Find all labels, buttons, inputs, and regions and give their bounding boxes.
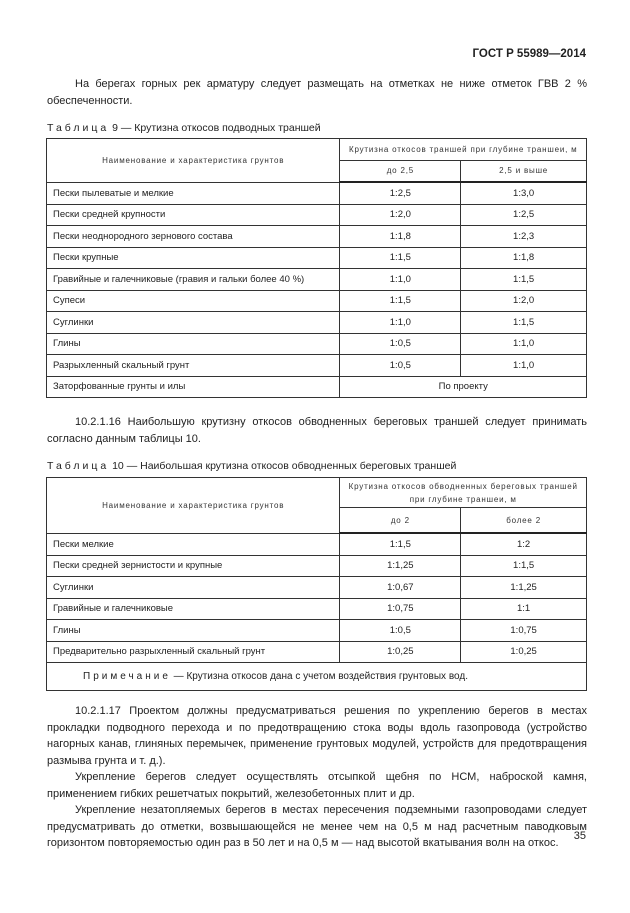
paragraph-text: Укрепление незатопляемых берегов в места… xyxy=(47,804,587,849)
cell: 1:1,5 xyxy=(460,554,587,577)
cell: 1:1,25 xyxy=(339,554,462,577)
caption-prefix: Таблица xyxy=(47,122,110,134)
table-row: Гравийные и галечниковые (гравия и гальк… xyxy=(45,268,587,291)
table-row: Супеси 1:1,5 1:2,0 xyxy=(45,289,587,312)
cell: 1:0,67 xyxy=(339,576,462,599)
document-header: ГОСТ Р 55989—2014 xyxy=(472,48,586,60)
cell: 1:0,25 xyxy=(460,640,587,663)
table-row: Заторфованные грунты и илы По проекту xyxy=(45,375,587,398)
cell: Разрыхленный скальный грунт xyxy=(45,354,341,377)
cell: 1:1,25 xyxy=(460,576,587,599)
cell: По проекту xyxy=(339,375,587,398)
cell: 1:1,5 xyxy=(339,246,462,269)
table-row: Пески пылеватые и мелкие 1:2,5 1:3,0 xyxy=(45,181,587,205)
cell: 1:2,5 xyxy=(339,181,462,205)
table-row: Гравийные и галечниковые 1:0,75 1:1 xyxy=(45,597,587,620)
col-header-sub: 2,5 и выше xyxy=(460,159,587,183)
caption-prefix: Таблица xyxy=(47,460,110,472)
cell: 1:2,0 xyxy=(460,289,587,312)
table10-caption: Таблица 10 — Наибольшая крутизна откосов… xyxy=(47,460,456,472)
caption-text: 9 — Крутизна откосов подводных траншей xyxy=(112,122,321,134)
table10: Наименование и характеристика грунтов Кру… xyxy=(45,477,587,691)
cell: Заторфованные грунты и илы xyxy=(45,375,341,398)
cell: 1:2,3 xyxy=(460,225,587,248)
cell: Гравийные и галечниковые xyxy=(45,597,341,620)
cell: 1:1,0 xyxy=(339,268,462,291)
paragraph-text: Укрепление берегов следует осуществлять … xyxy=(47,771,587,800)
cell: 1:2,0 xyxy=(339,203,462,226)
cell: 1:0,75 xyxy=(339,597,462,620)
cell: Пески средней крупности xyxy=(45,203,341,226)
intro-paragraph: На берегах горных рек арматуру следует р… xyxy=(47,76,587,109)
col-header-sub: до 2,5 xyxy=(339,159,462,183)
paragraph-text: На берегах горных рек арматуру следует р… xyxy=(47,78,587,107)
paragraph-text: 10.2.1.16 Наибольшую крутизну откосов об… xyxy=(47,416,587,445)
cell: 1:0,5 xyxy=(339,354,462,377)
table9: Наименование и характеристика грунтов Кру… xyxy=(45,138,587,398)
cell: Суглинки xyxy=(45,311,341,334)
col-header-name: Наименование и характеристика грунтов xyxy=(45,138,341,183)
note-text: — Крутизна откосов дана с учетом воздейс… xyxy=(173,671,468,682)
table-row: Глины 1:0,5 1:1,0 xyxy=(45,332,587,355)
cell: 1:1,0 xyxy=(460,332,587,355)
paragraph-10-2-1-16: 10.2.1.16 Наибольшую крутизну откосов об… xyxy=(47,414,587,447)
col-header-group: Крутизна откосов траншей при глубине тра… xyxy=(339,138,587,161)
cell: 1:3,0 xyxy=(460,181,587,205)
cell: 1:1,8 xyxy=(339,225,462,248)
cell: 1:0,75 xyxy=(460,619,587,642)
table-row: Разрыхленный скальный грунт 1:0,5 1:1,0 xyxy=(45,354,587,377)
col-header-group: Крутизна откосов обводненных береговых т… xyxy=(339,477,587,508)
cell: 1:1,8 xyxy=(460,246,587,269)
table-row: Пески крупные 1:1,5 1:1,8 xyxy=(45,246,587,269)
cell: 1:1,5 xyxy=(339,289,462,312)
cell: 1:0,25 xyxy=(339,640,462,663)
table-note-row: Примечание — Крутизна откосов дана с уче… xyxy=(46,662,587,691)
table-row: Суглинки 1:1,0 1:1,5 xyxy=(45,311,587,334)
table-row: Пески неоднородного зернового состава 1:1… xyxy=(45,225,587,248)
cell: 1:2,5 xyxy=(460,203,587,226)
cell: 1:0,5 xyxy=(339,332,462,355)
cell: Гравийные и галечниковые (гравия и гальк… xyxy=(45,268,341,291)
cell: 1:1,5 xyxy=(339,532,462,556)
page-number: 35 xyxy=(573,830,586,842)
table-row: Глины 1:0,5 1:0,75 xyxy=(45,619,587,642)
cell: 1:1 xyxy=(460,597,587,620)
note-prefix: Примечание xyxy=(83,671,171,682)
cell: 1:1,0 xyxy=(460,354,587,377)
cell: Пески крупные xyxy=(45,246,341,269)
table9-caption: Таблица 9 — Крутизна откосов подводных т… xyxy=(47,122,321,134)
cell: Пески средней зернистости и крупные xyxy=(45,554,341,577)
cell: Глины xyxy=(45,332,341,355)
cell: Супеси xyxy=(45,289,341,312)
paragraph-text: 10.2.1.17 Проектом должны предусматриват… xyxy=(47,705,587,767)
cell: Суглинки xyxy=(45,576,341,599)
table-row: Предварительно разрыхленный скальный гру… xyxy=(45,640,587,663)
cell: Пески неоднородного зернового состава xyxy=(45,225,341,248)
table-row: Пески средней зернистости и крупные 1:1,2… xyxy=(45,554,587,577)
cell: Пески пылеватые и мелкие xyxy=(45,181,341,205)
cell: 1:1,5 xyxy=(460,311,587,334)
col-header-sub: более 2 xyxy=(460,507,587,534)
cell: 1:2 xyxy=(460,532,587,556)
cell: 1:0,5 xyxy=(339,619,462,642)
col-header-name: Наименование и характеристика грунтов xyxy=(45,477,341,534)
paragraph-10-2-1-17: 10.2.1.17 Проектом должны предусматриват… xyxy=(47,703,587,852)
table-row: Пески мелкие 1:1,5 1:2 xyxy=(45,532,587,556)
caption-text: 10 — Наибольшая крутизна откосов обводне… xyxy=(112,460,457,472)
cell: Предварительно разрыхленный скальный гру… xyxy=(45,640,341,663)
cell: 1:1,0 xyxy=(339,311,462,334)
cell: Пески мелкие xyxy=(45,532,341,556)
col-header-sub: до 2 xyxy=(339,507,462,534)
table-row: Суглинки 1:0,67 1:1,25 xyxy=(45,576,587,599)
cell: 1:1,5 xyxy=(460,268,587,291)
cell: Глины xyxy=(45,619,341,642)
table-row: Пески средней крупности 1:2,0 1:2,5 xyxy=(45,203,587,226)
